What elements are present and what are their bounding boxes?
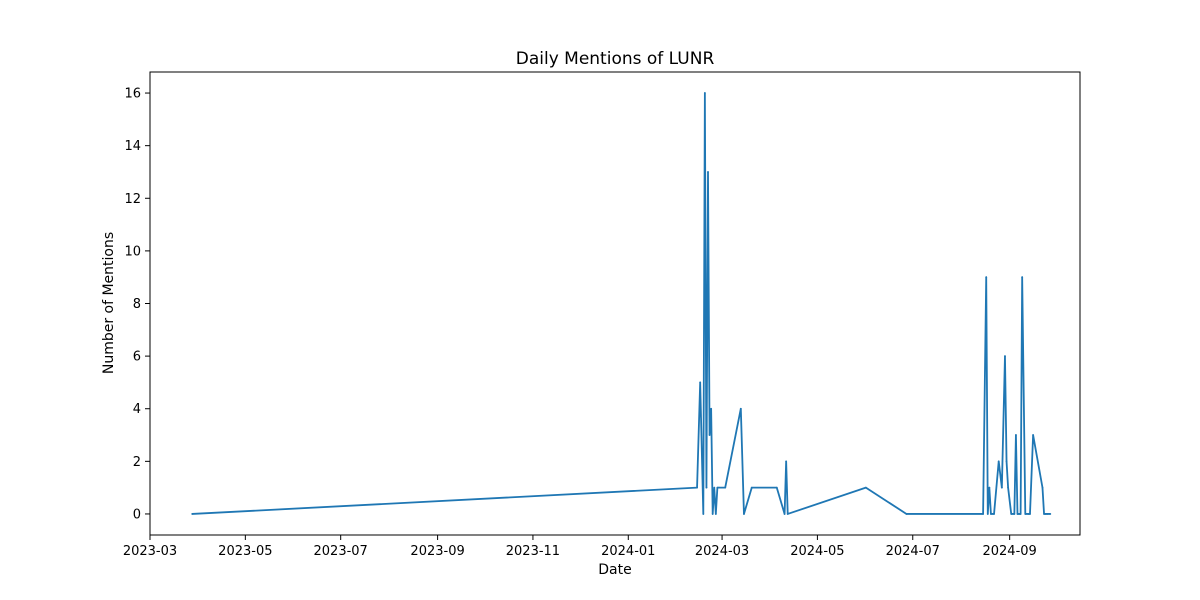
data-point <box>997 460 1000 463</box>
series-layer <box>191 92 1052 515</box>
y-tick-label: 16 <box>124 87 141 102</box>
plot-frame <box>149 71 1081 536</box>
x-axis-ticks: 2023-03 2023-05 2023-07 2023-09 2023-11 2024-… <box>123 535 1037 559</box>
data-point <box>786 513 789 515</box>
data-point <box>191 513 194 515</box>
data-point <box>990 513 992 515</box>
data-point <box>739 407 742 410</box>
plot-area <box>150 72 1080 535</box>
data-point <box>724 486 727 489</box>
data-point <box>1005 460 1008 463</box>
y-axis-label: Number of Mentions <box>101 232 117 374</box>
data-point <box>1013 513 1016 515</box>
data-point <box>1015 434 1017 436</box>
x-tick-label: 2024-03 <box>695 544 749 559</box>
data-point <box>785 460 788 463</box>
x-tick-label: 2023-11 <box>506 544 560 559</box>
data-point <box>705 486 708 489</box>
data-point <box>905 513 908 515</box>
data-point <box>1027 513 1030 515</box>
data-point <box>985 276 988 279</box>
data-point <box>1032 434 1035 436</box>
data-point <box>1049 513 1052 515</box>
data-point <box>702 513 705 515</box>
data-point <box>710 407 713 410</box>
data-point <box>1000 486 1003 489</box>
data-point <box>750 486 753 489</box>
data-point <box>696 486 698 489</box>
x-tick-label: 2023-03 <box>123 544 177 559</box>
data-point <box>703 92 706 94</box>
y-tick-label: 0 <box>133 507 141 522</box>
data-point <box>1016 513 1019 515</box>
data-point <box>1018 513 1020 515</box>
x-tick-label: 2023-09 <box>410 544 464 559</box>
x-tick-label: 2024-01 <box>601 544 655 559</box>
data-point <box>1043 513 1045 515</box>
y-tick-label: 2 <box>133 455 141 470</box>
x-tick-label: 2024-05 <box>790 544 844 559</box>
data-point <box>1024 513 1027 515</box>
y-tick-label: 12 <box>124 192 141 207</box>
data-point <box>1029 513 1031 515</box>
chart-title: Daily Mentions of LUNR <box>516 49 715 69</box>
data-point <box>1046 513 1049 515</box>
data-point <box>1004 355 1006 358</box>
data-point <box>707 171 709 173</box>
data-point <box>783 513 786 515</box>
data-point <box>982 513 984 515</box>
x-tick-label: 2023-07 <box>314 544 368 559</box>
data-point <box>775 486 778 489</box>
data-point <box>993 513 995 515</box>
data-point <box>716 486 719 489</box>
y-tick-label: 10 <box>124 244 141 259</box>
data-point <box>1021 276 1024 279</box>
y-tick-label: 14 <box>124 139 141 154</box>
x-tick-label: 2024-07 <box>886 544 940 559</box>
data-point <box>1007 486 1009 489</box>
y-axis-ticks: 0 2 4 6 8 10 12 14 16 <box>124 87 150 522</box>
data-point <box>986 513 989 515</box>
data-point <box>711 513 714 515</box>
data-point <box>1044 513 1047 515</box>
x-axis-label: Date <box>598 562 631 578</box>
data-point <box>699 381 702 384</box>
data-point <box>1010 513 1013 515</box>
data-point <box>708 434 711 436</box>
data-point <box>988 486 991 489</box>
x-tick-label: 2024-09 <box>982 544 1036 559</box>
data-point <box>713 486 716 489</box>
data-point <box>743 513 745 515</box>
data-point <box>714 513 717 515</box>
data-point <box>1041 486 1044 489</box>
data-point <box>864 486 867 489</box>
y-tick-label: 4 <box>133 402 141 417</box>
x-tick-label: 2023-05 <box>218 544 272 559</box>
data-point <box>718 486 720 489</box>
y-tick-label: 6 <box>133 350 141 365</box>
y-tick-label: 8 <box>133 297 141 312</box>
data-point <box>1019 513 1022 515</box>
